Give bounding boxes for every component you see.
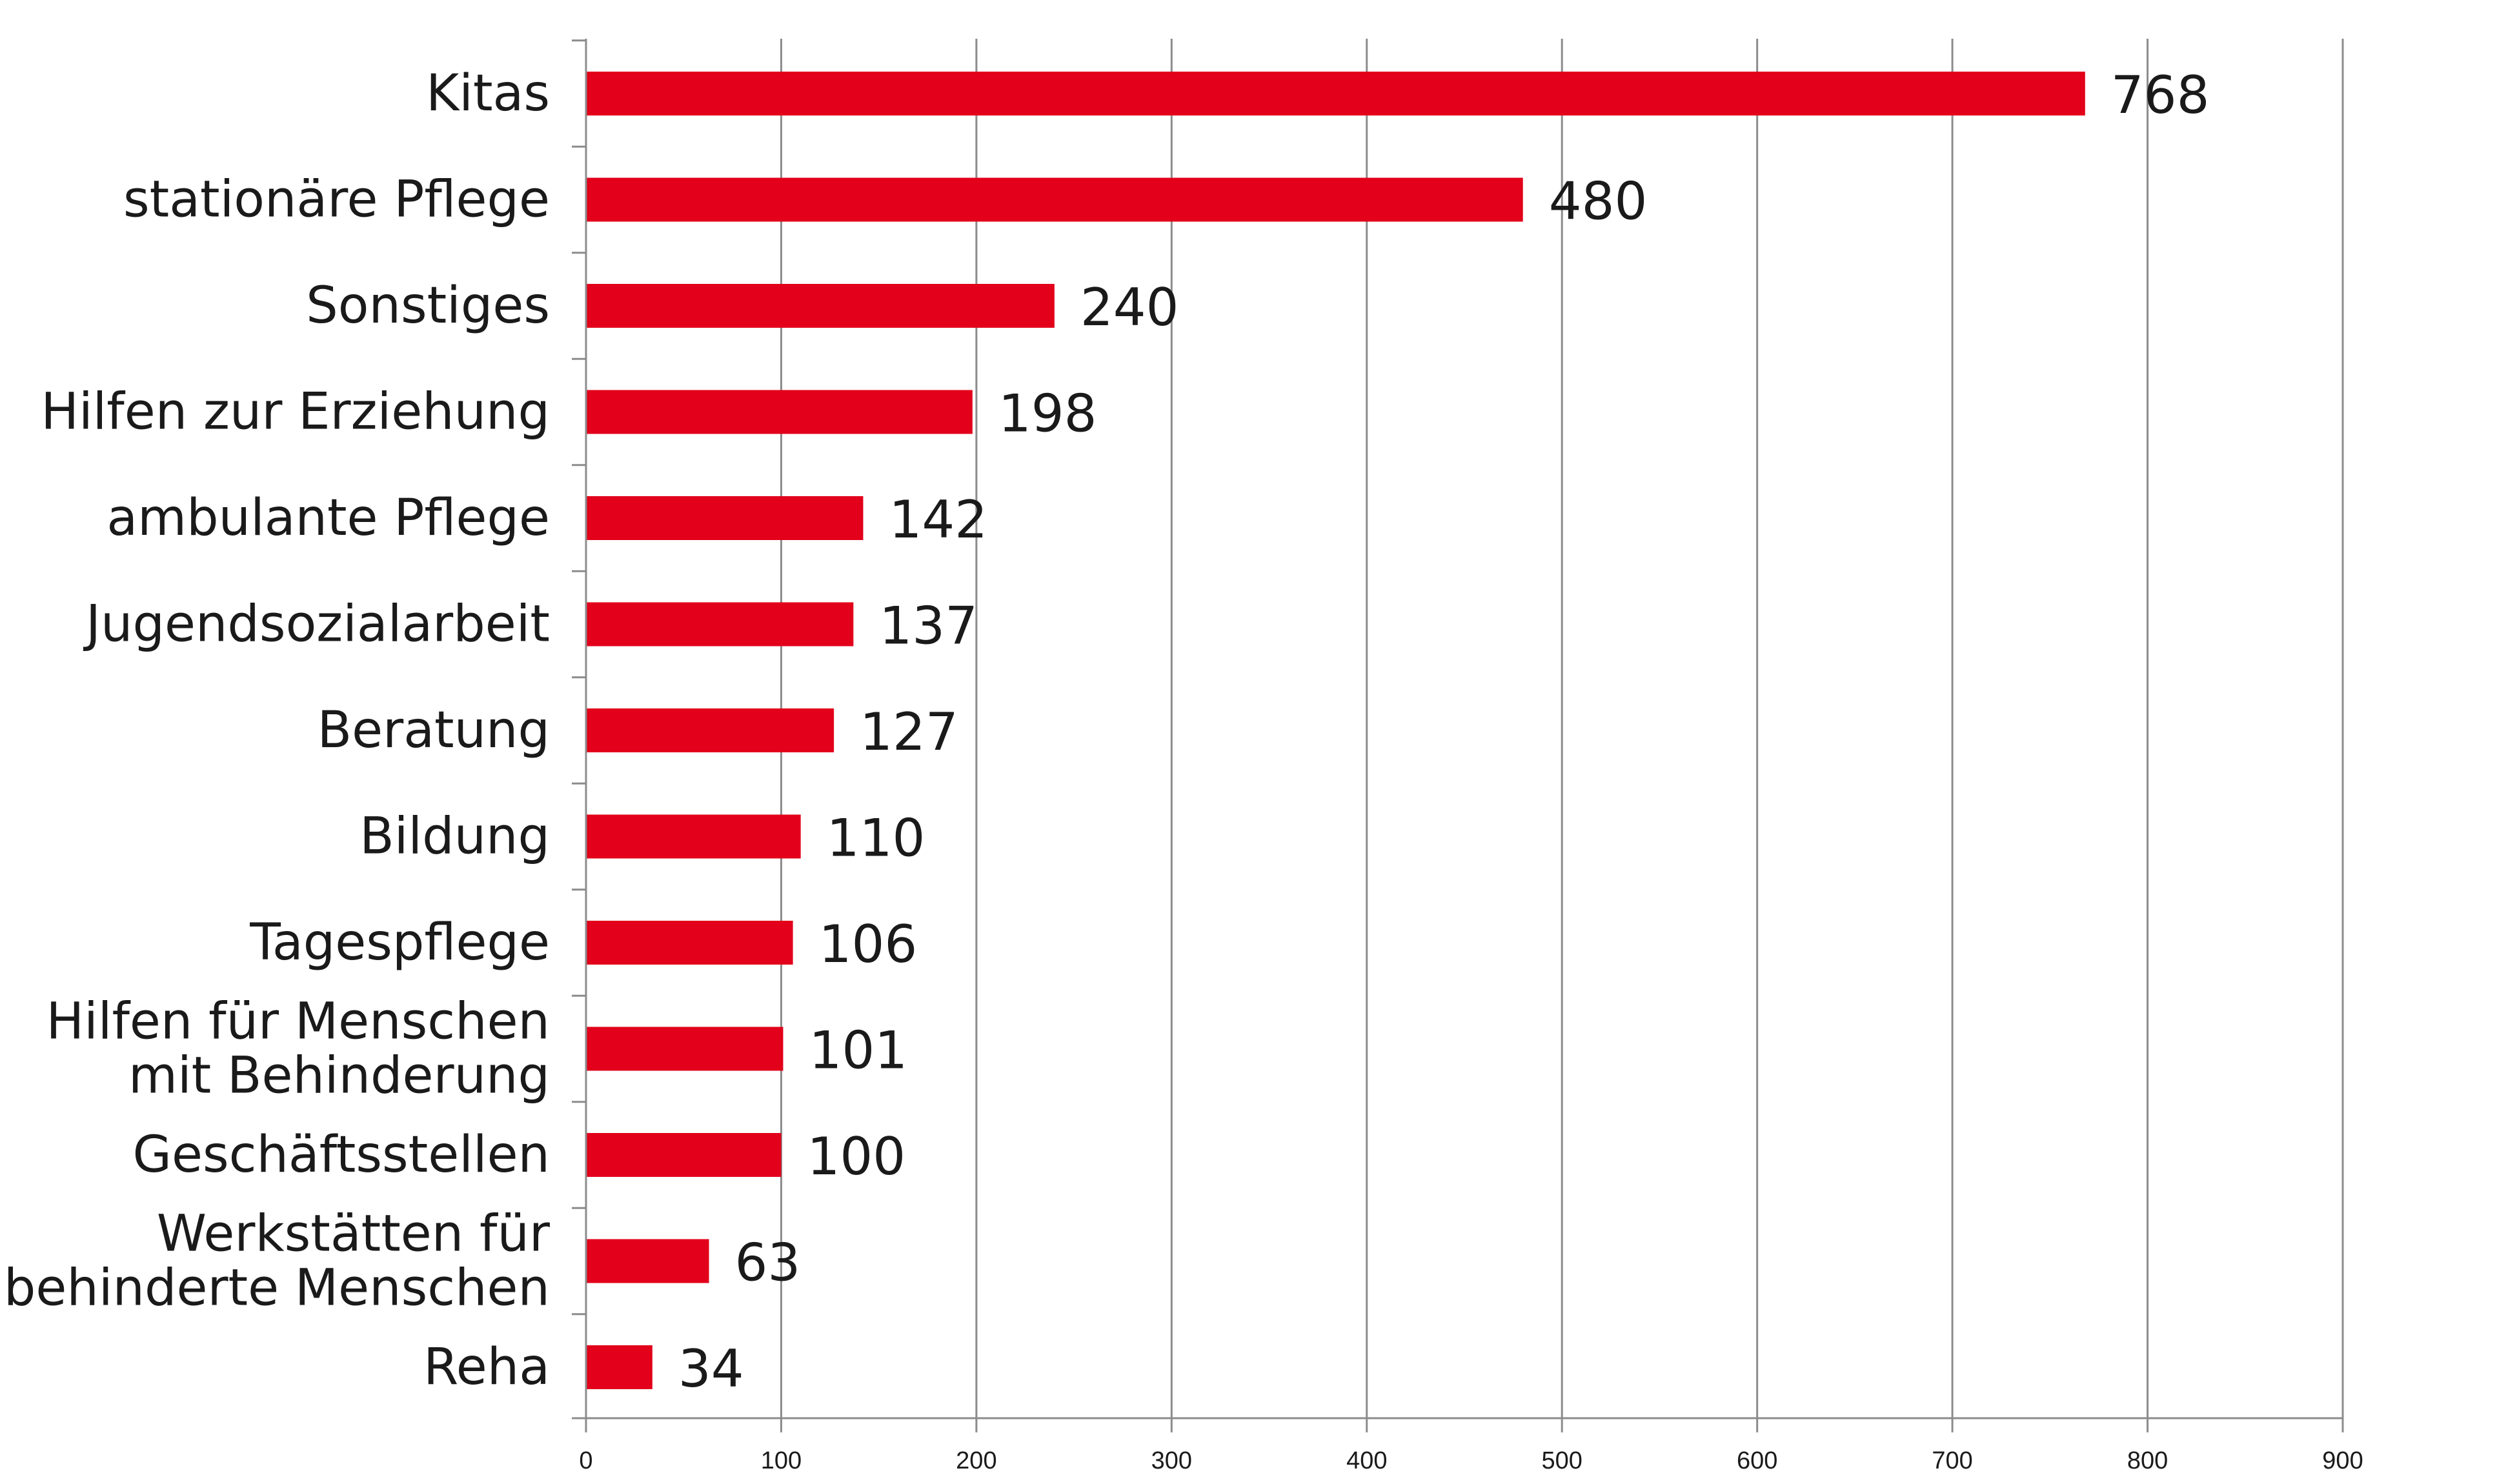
value-label: 480 — [1549, 172, 1648, 232]
value-label: 198 — [998, 384, 1097, 444]
x-tick-label: 300 — [1151, 1447, 1192, 1474]
category-label: Jugendsozialarbeit — [83, 596, 550, 654]
value-label: 34 — [678, 1339, 744, 1399]
category-label: Werkstätten für behinderte Menschen — [4, 1205, 551, 1318]
bar — [586, 72, 2085, 115]
category-label: ambulante Pflege — [106, 489, 550, 547]
value-label: 110 — [827, 808, 925, 868]
value-label: 240 — [1080, 277, 1179, 337]
x-tick-label: 600 — [1737, 1447, 1777, 1474]
value-label: 137 — [879, 596, 978, 656]
bars — [586, 72, 2085, 1389]
x-tick-label: 500 — [1542, 1447, 1582, 1474]
x-tick-label: 700 — [1932, 1447, 1972, 1474]
bar — [586, 177, 1523, 222]
category-label: Hilfen zur Erziehung — [41, 383, 550, 441]
gridlines — [780, 39, 2344, 1418]
bar — [586, 1133, 782, 1177]
bar — [586, 1027, 783, 1071]
category-label: Hilfen für Menschen mit Behinderung — [46, 993, 550, 1105]
bar — [586, 602, 854, 647]
x-tick-label: 900 — [2322, 1447, 2363, 1474]
bar — [586, 1239, 709, 1283]
value-label: 127 — [860, 702, 958, 762]
category-label: stationäre Pflege — [123, 171, 550, 229]
value-label: 100 — [807, 1127, 905, 1187]
x-tick-labels: 0 100 200 300 400 500 600 700 800 900 — [579, 1447, 2363, 1474]
bar — [586, 921, 793, 965]
x-tick-label: 100 — [761, 1447, 802, 1474]
category-label: Kitas — [426, 65, 550, 123]
x-tick-label: 800 — [2127, 1447, 2168, 1474]
axes — [572, 39, 2344, 1432]
x-tick-label: 400 — [1346, 1447, 1387, 1474]
category-label: Sonstiges — [306, 277, 550, 335]
bar — [586, 496, 864, 540]
bar — [586, 1345, 652, 1389]
value-label: 106 — [819, 914, 918, 974]
bar — [586, 284, 1055, 328]
value-label: 63 — [735, 1233, 801, 1293]
bar — [586, 814, 801, 859]
category-label: Beratung — [318, 701, 550, 759]
category-labels: Kitas stationäre Pflege Sonstiges Hilfen zu… — [4, 65, 551, 1396]
bar — [586, 390, 973, 434]
category-label: Tagespflege — [249, 914, 550, 972]
category-label: Geschäftsstellen — [133, 1126, 550, 1184]
bar — [586, 708, 834, 752]
value-label: 768 — [2111, 65, 2210, 125]
value-label: 101 — [809, 1021, 907, 1081]
value-label: 142 — [889, 490, 987, 550]
x-tick-label: 0 — [579, 1447, 592, 1474]
category-label: Bildung — [359, 808, 550, 866]
x-tick-label: 200 — [956, 1447, 996, 1474]
category-label: Reha — [423, 1338, 550, 1396]
